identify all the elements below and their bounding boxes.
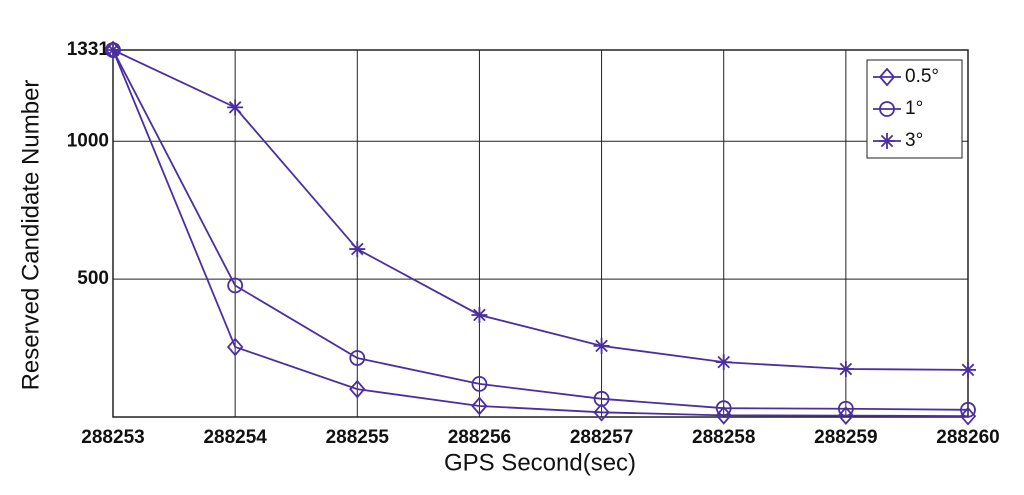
marker	[471, 376, 488, 392]
marker	[349, 379, 366, 399]
x-tick-label: 288258	[692, 427, 755, 448]
x-tick-label: 288260	[936, 427, 999, 448]
marker	[227, 277, 244, 294]
y-tick-label: 1331	[67, 39, 110, 60]
marker	[959, 406, 977, 426]
marker	[837, 361, 854, 378]
plot-frame	[112, 49, 969, 418]
marker	[715, 400, 732, 417]
marker	[227, 99, 244, 116]
marker	[960, 401, 976, 418]
x-axis-title: GPS Second(sec)	[444, 449, 636, 476]
marker	[837, 400, 854, 417]
series-line	[112, 49, 969, 418]
marker	[593, 337, 610, 354]
marker	[593, 390, 610, 407]
x-tick-label: 288256	[448, 427, 511, 448]
marker	[471, 396, 488, 416]
legend-marker	[879, 101, 895, 117]
marker	[349, 350, 366, 366]
marker	[471, 306, 488, 323]
series-line	[112, 49, 969, 411]
marker	[715, 354, 732, 371]
x-tick-label: 288253	[81, 427, 144, 448]
x-tick-label: 288259	[814, 427, 877, 448]
y-tick-label: 500	[77, 268, 109, 289]
marker	[226, 337, 244, 357]
marker	[593, 402, 610, 422]
marker	[105, 42, 121, 58]
x-tick-label: 288255	[326, 427, 390, 448]
series-line	[112, 49, 969, 371]
marker	[349, 241, 366, 258]
legend-label: 1°	[905, 98, 923, 119]
x-tick-label: 288254	[203, 427, 267, 448]
marker	[960, 361, 976, 378]
y-tick-label: 1000	[67, 130, 109, 151]
legend-label: 3°	[905, 130, 923, 151]
x-tick-label: 288257	[570, 427, 633, 448]
y-axis-title: Reserved Candidate Number	[17, 80, 44, 391]
legend-marker	[879, 133, 895, 149]
legend-label: 0.5°	[905, 66, 939, 87]
legend-marker	[878, 67, 896, 87]
